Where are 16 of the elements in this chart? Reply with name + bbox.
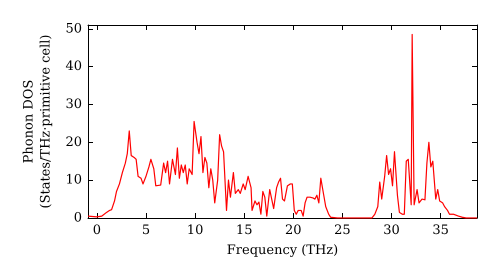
x-tick-label: 10 [186, 223, 204, 238]
x-axis-title: Frequency (THz) [226, 243, 338, 258]
x-tick-label: 35 [432, 223, 449, 238]
y-tick-label: 0 [74, 210, 82, 226]
y-tick-label: 50 [65, 21, 82, 36]
x-tick-label: 0 [92, 223, 101, 238]
y-axis-title: Phonon DOS (States/THz·primitive cell) [22, 34, 54, 209]
y-tick-label: 20 [65, 134, 82, 150]
x-tick-label: 5 [142, 223, 150, 238]
x-tick-label: 30 [383, 223, 400, 238]
x-tick-label: 20 [285, 223, 302, 238]
y-tick-label: 40 [65, 59, 82, 74]
y-tick-label: 10 [65, 172, 82, 188]
y-tick-label: 30 [65, 96, 82, 112]
x-tick-label: 25 [334, 223, 351, 238]
x-tick-label: 15 [236, 223, 252, 238]
